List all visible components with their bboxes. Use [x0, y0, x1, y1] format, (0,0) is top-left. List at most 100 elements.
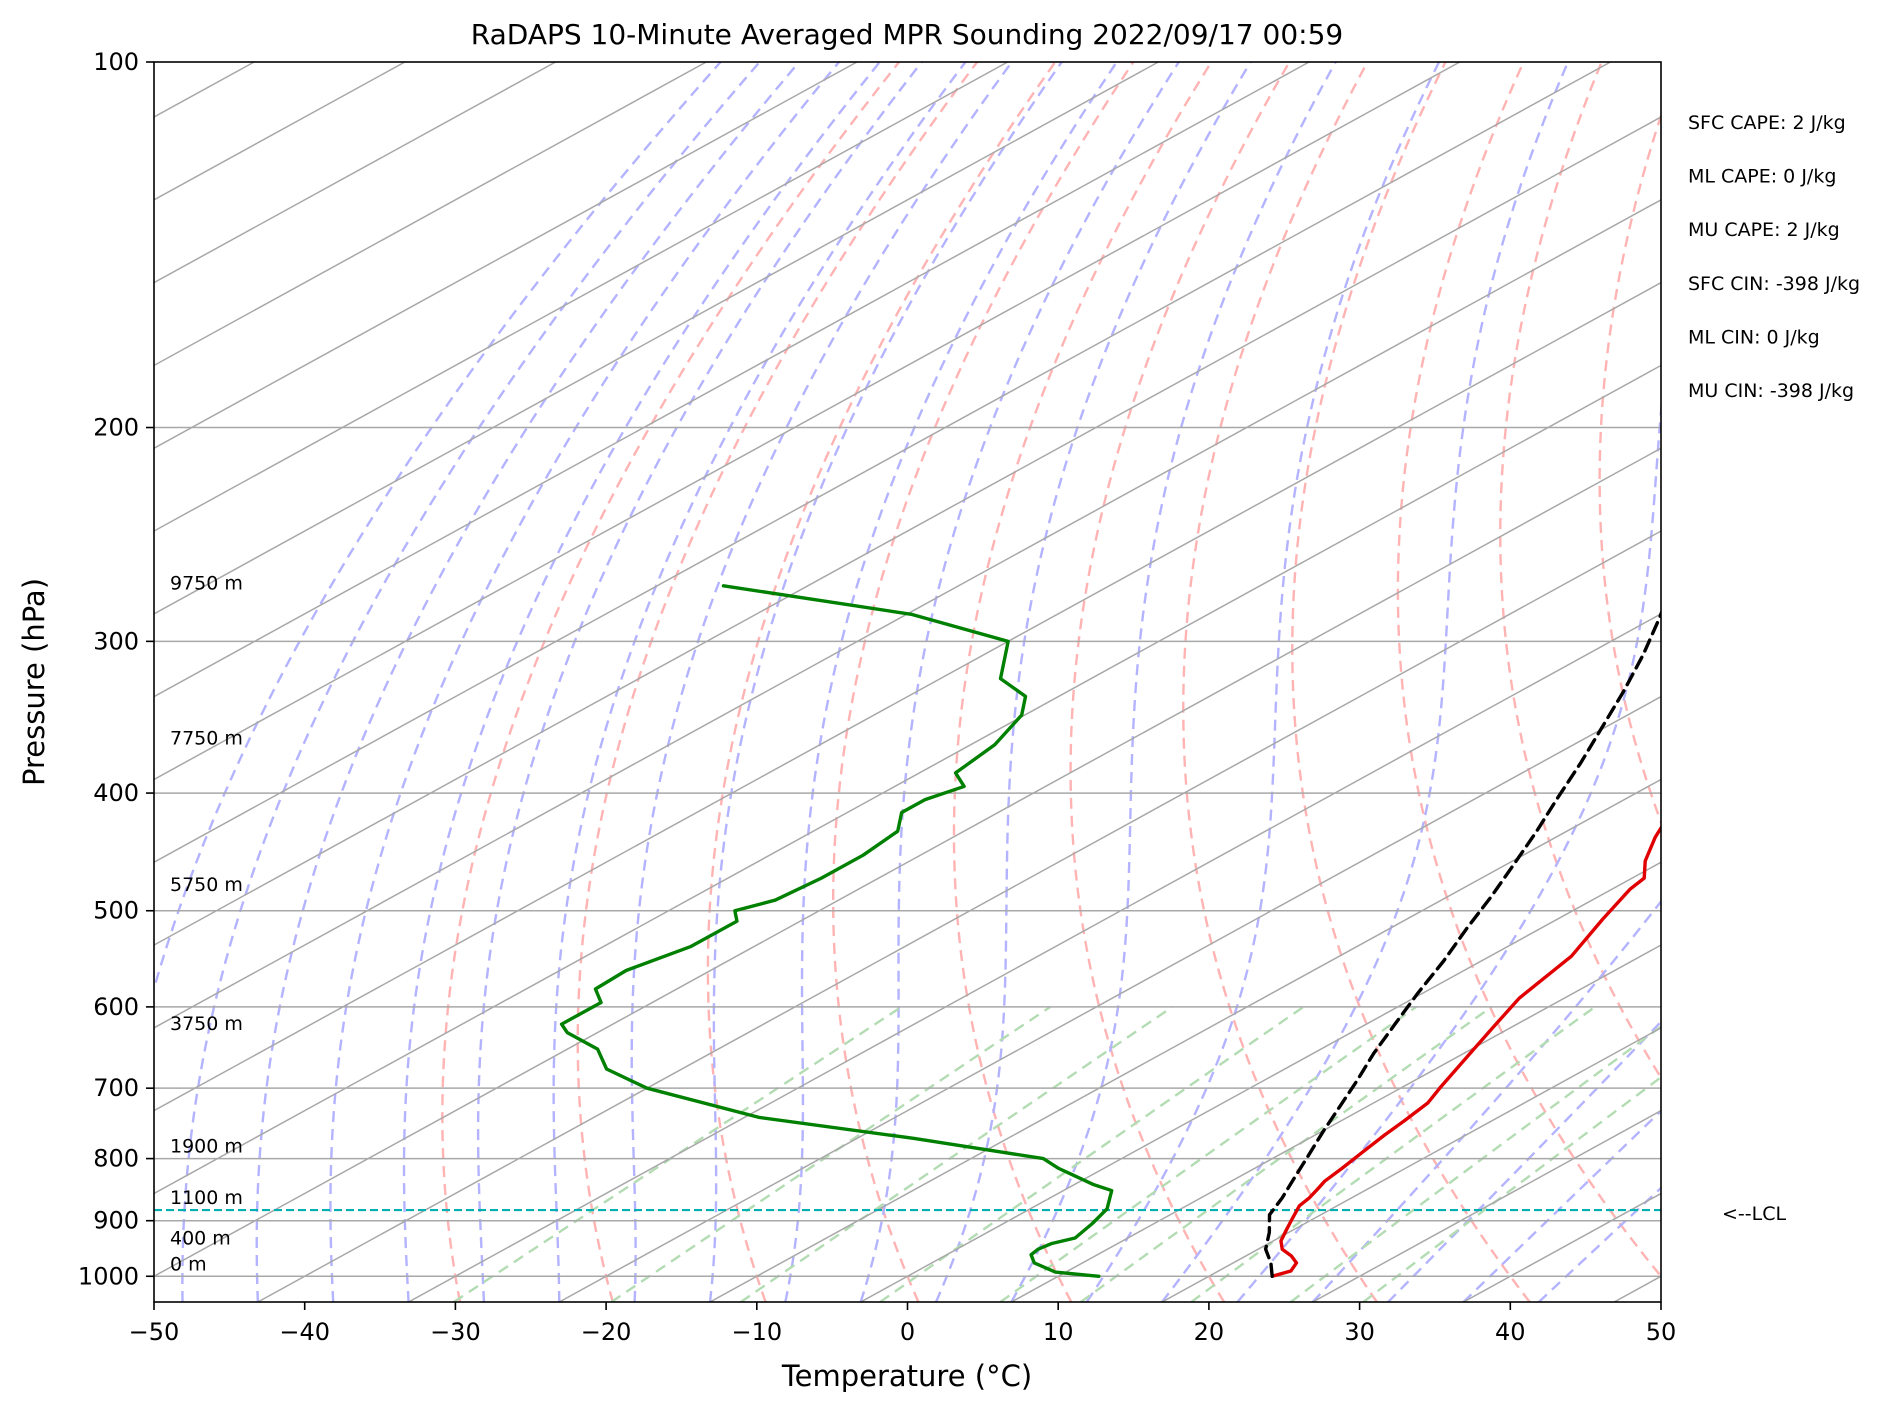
x-tick-label: 30: [1344, 1318, 1375, 1346]
isotherm-line: [558, 695, 1661, 1302]
dry-adiabat: [1881, 62, 1899, 1302]
mixing-ratio-line: [453, 1005, 903, 1302]
height-label: 3750 m: [170, 1013, 243, 1035]
y-tick-label: 600: [93, 993, 139, 1021]
y-tick-label: 700: [93, 1074, 139, 1102]
dry-adiabat: [1696, 62, 1899, 1302]
stability-index-label: SFC CIN: -398 J/kg: [1688, 273, 1860, 295]
isotherm-line: [154, 281, 1661, 1112]
height-label: 1900 m: [170, 1136, 243, 1158]
moist-adiabat: [708, 62, 1063, 1302]
isotherm-line: [154, 62, 1461, 781]
dry-adiabat: [1069, 62, 1291, 1302]
x-tick-label: −50: [129, 1318, 180, 1346]
x-tick-label: 40: [1495, 1318, 1526, 1346]
y-tick-label: 200: [93, 414, 139, 442]
temperature-profile: [1270, 824, 1661, 1278]
dry-adiabat: [1182, 62, 1378, 1302]
isotherm-line: [154, 198, 1661, 1029]
dry-adiabat: [1291, 62, 1531, 1302]
x-tick-label: 10: [1043, 1318, 1074, 1346]
dry-adiabat: [1499, 62, 1661, 1080]
mixing-ratio-line: [999, 1005, 1417, 1302]
moist-adiabat: [784, 62, 1118, 1302]
y-tick-label: 500: [93, 897, 139, 925]
moist-adiabat: [476, 62, 923, 1302]
mixing-ratio-line: [1362, 1075, 1661, 1302]
x-tick-label: −40: [279, 1318, 330, 1346]
moist-adiabat: [402, 62, 881, 1302]
moist-adiabat: [934, 62, 1252, 1302]
y-tick-label: 400: [93, 779, 139, 807]
isotherm-line: [154, 62, 1159, 615]
mixing-ratio-line: [740, 1005, 1174, 1302]
mixing-ratio-line: [1080, 1005, 1493, 1302]
axis-ticks: 100 200 300 400 500 600 700 800 900 1000 −50 −40 −30…: [78, 48, 1676, 1346]
x-tick-label: 20: [1194, 1318, 1225, 1346]
moist-adiabat: [1161, 62, 1570, 1302]
isotherm-line: [408, 612, 1661, 1302]
isotherm-line: [154, 62, 707, 367]
isotherm-line: [0, 62, 103, 1302]
dewpoint-profile: [559, 584, 1114, 1278]
height-label: 0 m: [170, 1253, 207, 1275]
isotherm-line: [1312, 1109, 1661, 1302]
x-tick-label: −20: [581, 1318, 632, 1346]
isotherm-line: [154, 62, 406, 201]
isotherm-line: [1011, 944, 1661, 1302]
height-label: 7750 m: [170, 728, 243, 750]
y-tick-label: 100: [93, 48, 139, 76]
stability-index-label: MU CIN: -398 J/kg: [1688, 380, 1854, 402]
height-label: 5750 m: [170, 874, 243, 896]
height-label: 1100 m: [170, 1187, 243, 1209]
stability-index-label: ML CAPE: 0 J/kg: [1688, 166, 1836, 188]
moist-adiabat: [1311, 899, 1661, 1302]
isotherm-line: [154, 62, 1310, 698]
plot-frame: [153, 61, 1662, 1303]
background-guide-lines: [0, 62, 1899, 1302]
dry-adiabat: [1598, 111, 1661, 826]
moist-adiabat: [1085, 62, 1441, 1302]
isotherm-line: [860, 861, 1661, 1302]
x-axis-label: Temperature (°C): [781, 1359, 1032, 1393]
dry-adiabat: [831, 62, 1135, 1302]
isotherm-line: [154, 62, 1611, 864]
y-tick-label: 1000: [78, 1262, 139, 1290]
isotherm-line: [1613, 1275, 1661, 1302]
isotherm-line: [154, 364, 1661, 1195]
stability-index-label: ML CIN: 0 J/kg: [1688, 326, 1820, 348]
chart-title: RaDAPS 10-Minute Averaged MPR Sounding 2…: [471, 18, 1343, 51]
isotherm-line: [1463, 1192, 1661, 1302]
dry-adiabat: [952, 62, 1213, 1302]
y-tick-label: 300: [93, 627, 139, 655]
x-tick-label: −30: [430, 1318, 481, 1346]
moist-adiabat: [1462, 1109, 1661, 1302]
mixing-ratio-line: [879, 1005, 1305, 1302]
moist-adiabat: [1387, 1019, 1661, 1302]
isotherm-line: [154, 62, 858, 450]
stability-index-label: SFC CAPE: 2 J/kg: [1688, 112, 1846, 134]
isotherm-line: [1161, 1027, 1661, 1302]
moist-adiabat: [181, 62, 761, 1302]
mixing-ratio-line: [1289, 1025, 1661, 1302]
mixing-ratio-line: [610, 1005, 1052, 1302]
isotherm-line: [154, 116, 1661, 946]
dry-adiabat: [1790, 62, 1899, 1302]
dry-adiabat: [1396, 62, 1661, 1279]
y-tick-label: 900: [93, 1207, 139, 1235]
moist-adiabat: [630, 62, 1013, 1302]
moist-adiabat: [1010, 62, 1337, 1302]
stability-index-label: MU CAPE: 2 J/kg: [1688, 219, 1840, 241]
y-axis-label: Pressure (hPa): [17, 578, 51, 786]
moist-adiabat: [1537, 1186, 1661, 1302]
moist-adiabat: [859, 62, 1180, 1302]
lcl-label: <--LCL: [1722, 1203, 1786, 1225]
y-tick-label: 800: [93, 1145, 139, 1173]
dry-adiabat: [441, 62, 901, 1302]
height-label: 400 m: [170, 1227, 231, 1249]
stability-indices: SFC CAPE: 2 J/kg ML CAPE: 0 J/kg MU CAPE: …: [1688, 112, 1860, 402]
isotherm-line: [257, 530, 1661, 1302]
moist-adiabat: [154, 62, 722, 994]
height-labels: 0 m 400 m 1100 m 1900 m 3750 m 5750 m 7750 m 97…: [170, 572, 243, 1275]
